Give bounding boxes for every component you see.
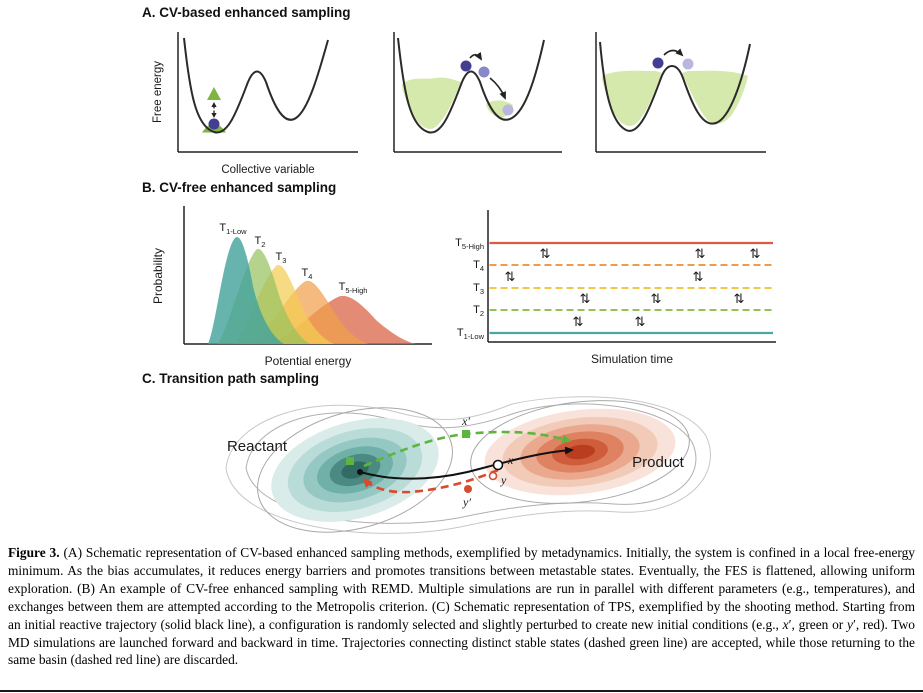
axes [487, 210, 776, 343]
exchange-arrows-icons: ⇅ ⇅ ⇅ ⇅ ⇅ ⇅ ⇅ ⇅ ⇅ ⇅ [505, 246, 761, 329]
system-state-dot-dark [460, 60, 472, 72]
transition-arrow-down [489, 77, 506, 100]
axes [177, 32, 358, 153]
label-t4: T4 [302, 267, 313, 281]
axes [393, 32, 562, 153]
panel-b-remd: T5-High T4 T3 T2 T1-Low ⇅ ⇅ ⇅ ⇅ ⇅ ⇅ ⇅ ⇅ … [455, 210, 776, 366]
system-state-dot-light [682, 58, 694, 70]
collective-variable-axis-label: Collective variable [221, 164, 314, 176]
system-state-dot-mid [478, 66, 490, 78]
probability-axis-label: Probability [151, 248, 165, 304]
panel-a-plot-3 [595, 32, 766, 153]
bias-triangle [207, 87, 221, 100]
shooting-point-x-marker [492, 459, 504, 471]
panel-a-plot-2 [393, 32, 562, 153]
transition-arrow-top [469, 52, 483, 61]
product-label: Product [632, 454, 685, 471]
exchange-icon: ⇅ [573, 314, 584, 329]
accepted-square-xprime [462, 430, 470, 438]
label-t5-high: T5-High [455, 237, 484, 251]
label-t3: T3 [276, 251, 287, 265]
exchange-icon: ⇅ [635, 314, 646, 329]
rejected-dot-yprime [464, 485, 472, 493]
potential-energy-axis-label: Potential energy [265, 354, 352, 368]
label-t3: T3 [473, 282, 484, 296]
exchange-icon: ⇅ [505, 269, 516, 284]
system-state-dot-light [502, 104, 514, 116]
axes [595, 32, 766, 153]
panel-c-tps-landscape: x′ x y y′ Reactant Product [225, 396, 711, 534]
bias-deposit-arrow [211, 102, 217, 118]
bottom-rule [0, 690, 923, 692]
exchange-icon: ⇅ [651, 291, 662, 306]
accepted-square-start [346, 457, 354, 465]
figure-caption-lead: Figure 3. [8, 545, 60, 560]
system-state-dot [208, 118, 220, 130]
panel-a-plot-1: Free energy Collective variable [152, 32, 358, 176]
panel-b-distributions: Probability Potential energy T1-Low T2 T… [151, 206, 432, 368]
exchange-icon: ⇅ [580, 291, 591, 306]
label-t1-low: T1-Low [219, 222, 247, 236]
system-state-dot-dark [652, 57, 664, 69]
exchange-icon: ⇅ [750, 246, 761, 261]
label-t1-low: T1-Low [457, 327, 485, 341]
panel-c-title: C. Transition path sampling [142, 371, 320, 386]
free-energy-curve [183, 37, 329, 134]
distribution-t1-low [208, 237, 284, 344]
label-y-prime: y′ [462, 495, 471, 509]
panel-a-title: A. CV-based enhanced sampling [142, 5, 351, 20]
free-energy-curve [397, 37, 545, 134]
transition-arrow [663, 48, 684, 57]
label-t5-high: T5-High [339, 281, 368, 295]
exchange-icon: ⇅ [734, 291, 745, 306]
exchange-icon: ⇅ [695, 246, 706, 261]
figure-caption-body: (A) Schematic representation of CV-based… [8, 545, 916, 668]
label-t4: T4 [473, 259, 484, 273]
label-x-prime: x′ [461, 414, 470, 428]
free-energy-curve [599, 41, 751, 132]
label-t2: T2 [255, 235, 266, 249]
initial-trajectory [359, 446, 574, 480]
start-configuration-dot [357, 469, 363, 475]
free-energy-axis-label: Free energy [152, 61, 164, 123]
shooting-point-y-marker [488, 471, 498, 481]
panel-b-title: B. CV-free enhanced sampling [142, 180, 337, 195]
bias-fill-left-well [602, 70, 662, 126]
label-x: x [507, 453, 514, 467]
reactant-basin-contours [271, 418, 439, 522]
bias-fill-right-well [682, 70, 748, 124]
figure-caption: Figure 3. (A) Schematic representation o… [8, 544, 915, 669]
exchange-icon: ⇅ [693, 269, 704, 284]
reactant-label: Reactant [227, 438, 288, 455]
exchange-icon: ⇅ [540, 246, 551, 261]
label-t2: T2 [473, 304, 484, 318]
label-y: y [500, 473, 507, 487]
simulation-time-axis-label: Simulation time [591, 352, 673, 366]
bias-fill-left-well [402, 77, 461, 129]
